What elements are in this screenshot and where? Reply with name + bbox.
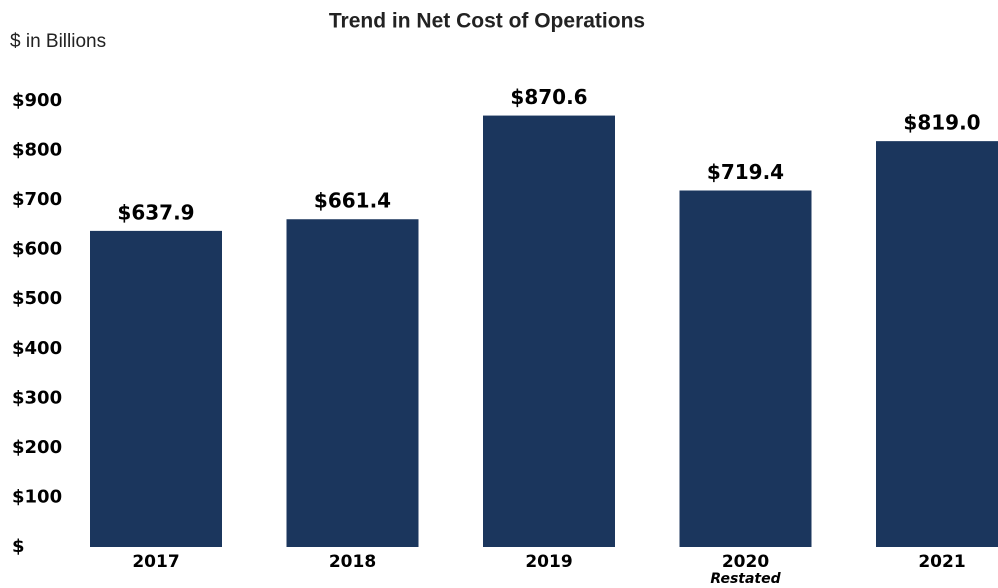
y-tick-label: $800: [12, 140, 62, 161]
value-label: $819.0: [903, 111, 980, 135]
y-axis-label: $ in Billions: [10, 31, 106, 52]
y-tick-label: $300: [12, 387, 62, 408]
value-label: $870.6: [510, 85, 587, 109]
x-tick-label: 2018: [329, 552, 376, 572]
y-tick-label: $: [12, 536, 25, 557]
bar: [483, 115, 615, 547]
y-tick-label: $100: [12, 486, 62, 507]
y-tick-label: $900: [12, 90, 62, 111]
y-tick-label: $400: [12, 338, 62, 359]
x-tick-label: 2020: [722, 552, 769, 572]
bar: [876, 141, 998, 547]
x-tick-label: 2021: [918, 552, 965, 572]
y-tick-label: $500: [12, 288, 62, 309]
y-tick-label: $700: [12, 189, 62, 210]
x-tick-label: 2019: [525, 552, 572, 572]
value-label: $719.4: [707, 160, 784, 184]
value-label: $661.4: [314, 189, 391, 213]
x-tick-label: 2017: [132, 552, 179, 572]
bar: [286, 219, 419, 547]
bar: [90, 230, 222, 547]
y-tick-label: $200: [12, 437, 62, 458]
value-label: $637.9: [117, 200, 194, 224]
bar: [679, 190, 812, 548]
annotation: Restated: [710, 571, 781, 587]
y-tick-label: $600: [12, 239, 62, 260]
chart-title: Trend in Net Cost of Operations: [329, 10, 645, 33]
